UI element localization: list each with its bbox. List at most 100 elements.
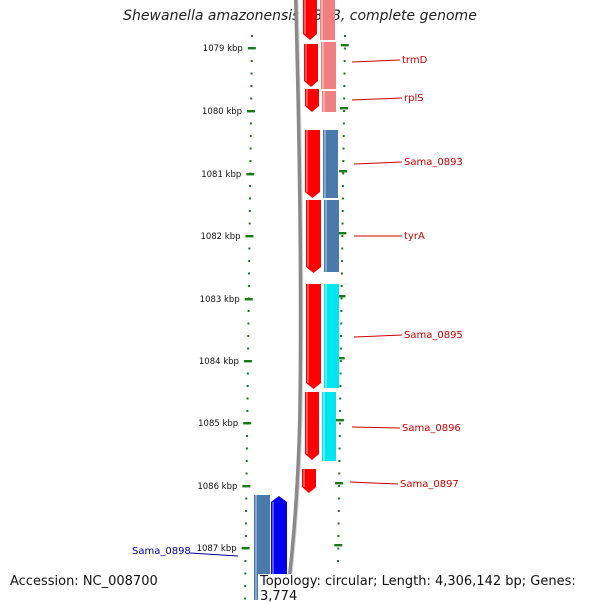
genome-summary: Topology: circular; Length: 4,306,142 bp…: [258, 574, 600, 604]
dotted-scale-row-left: [245, 447, 248, 450]
gene-label-tyrA[interactable]: tyrA: [404, 231, 425, 242]
feature-highlight: [324, 130, 326, 198]
gene-arrow-sama-0897[interactable]: [302, 469, 316, 493]
dotted-scale-row-left: [249, 160, 252, 162]
gene-label-sama-0898[interactable]: Sama_0898: [132, 546, 191, 557]
dotted-scale-row-right: [340, 310, 343, 312]
gene-label-trmD[interactable]: trmD: [402, 55, 428, 66]
map-title: Shewanella amazonensis SB2B, complete ge…: [123, 8, 477, 24]
dotted-scale-row-left: [248, 247, 251, 250]
gene-label-sama-0895[interactable]: Sama_0895: [404, 330, 463, 341]
cds-bar-sama-0898[interactable]: [254, 495, 270, 600]
scale-tick-label: 1079 kbp: [203, 44, 243, 54]
scale-tick-left: [247, 47, 256, 50]
dotted-scale-row-right: [339, 410, 342, 412]
cds-bar-sama-0895[interactable]: [324, 284, 339, 388]
scale-tick-label: 1084 kbp: [199, 357, 239, 367]
accession-text: Accession: NC_008700: [8, 574, 160, 589]
scale-tick-right: [335, 482, 344, 485]
dotted-scale-row-right: [343, 110, 346, 112]
dotted-scale-row-right: [339, 360, 342, 362]
gene-leader-line: [351, 426, 401, 429]
dotted-scale-row-left: [249, 122, 252, 125]
dotted-scale-row-left: [248, 210, 251, 212]
cds-bar-sama-0896[interactable]: [322, 392, 336, 461]
dotted-scale-row-right: [344, 35, 346, 37]
gene-arrow-trmD[interactable]: [303, 0, 317, 40]
scale-tick-label: 1085 kbp: [198, 419, 238, 429]
dotted-scale-row-left: [245, 472, 248, 475]
scale-tick-right: [334, 544, 343, 547]
scale-tick-right: [339, 107, 348, 110]
dotted-scale-row-right: [339, 397, 342, 400]
feature-highlight: [325, 284, 327, 388]
dotted-scale-row-right: [341, 235, 344, 237]
feature-highlight: [307, 284, 309, 383]
dotted-scale-row-right: [342, 122, 345, 125]
dotted-scale-row-right: [337, 535, 340, 537]
gene-arrow-sama-0893[interactable]: [305, 130, 320, 198]
gene-arrow-tyrA[interactable]: [306, 200, 321, 273]
dotted-scale-row-right: [338, 485, 341, 487]
cds-bar-trmD[interactable]: [320, 0, 335, 40]
gene-leader-line: [189, 552, 239, 557]
dotted-scale-row-right: [341, 197, 344, 200]
scale-tick-right: [336, 357, 345, 360]
dotted-scale-row-right: [337, 522, 340, 525]
gene-leader-line: [349, 481, 399, 485]
scale-tick-right: [338, 232, 347, 235]
dotted-scale-row-left: [249, 147, 252, 150]
dotted-scale-row-right: [341, 260, 344, 262]
dotted-scale-row-right: [338, 472, 341, 475]
dotted-scale-row-left: [247, 335, 250, 337]
dotted-scale-row-left: [244, 560, 247, 562]
dotted-scale-row-right: [337, 497, 340, 500]
feature-highlight: [303, 469, 305, 487]
scale-tick-label: 1081 kbp: [201, 170, 241, 180]
dotted-scale-row-left: [250, 60, 253, 62]
feature-highlight: [255, 495, 257, 600]
dotted-scale-row-left: [244, 585, 247, 587]
gene-arrow-sama-0896[interactable]: [305, 392, 319, 460]
scale-tick-left: [244, 298, 253, 301]
dotted-scale-row-right: [338, 422, 341, 425]
gene-arrow-rplS[interactable]: [305, 89, 319, 112]
dotted-scale-row-left: [250, 72, 253, 75]
feature-highlight: [321, 0, 323, 40]
scale-tick-label: 1080 kbp: [202, 107, 242, 117]
gene-label-sama-0893[interactable]: Sama_0893: [404, 157, 463, 168]
dotted-scale-row-right: [340, 272, 343, 275]
cds-bar-rplS[interactable]: [322, 91, 336, 112]
dotted-scale-row-right: [343, 85, 346, 87]
cds-bar-tyrA[interactable]: [324, 200, 339, 272]
feature-highlight: [306, 392, 308, 454]
dotted-scale-row-right: [340, 297, 343, 300]
cds-bar-trmD-part[interactable]: [321, 42, 336, 89]
gene-label-sama-0896[interactable]: Sama_0896: [402, 423, 461, 434]
dotted-scale-row-left: [246, 385, 249, 387]
dotted-scale-row-right: [342, 135, 345, 137]
scale-tick-left: [242, 485, 251, 488]
dotted-scale-row-left: [248, 260, 251, 262]
scale-tick-left: [245, 235, 254, 238]
scale-tick-left: [243, 360, 252, 363]
dotted-scale-row-right: [341, 210, 344, 212]
feature-highlight: [307, 200, 309, 267]
dotted-scale-row-right: [340, 322, 343, 325]
gene-label-sama-0897[interactable]: Sama_0897: [400, 479, 459, 490]
dotted-scale-row-left: [248, 272, 251, 275]
scale-tick-right: [337, 295, 346, 298]
dotted-scale-row-left: [244, 535, 247, 537]
dotted-scale-row-left: [250, 97, 253, 100]
scale-tick-label: 1087 kbp: [197, 544, 237, 554]
dotted-scale-row-left: [248, 197, 251, 200]
scale-tick-left: [241, 547, 250, 550]
gene-arrow-trmD-part[interactable]: [304, 44, 318, 87]
dotted-scale-row-left: [244, 522, 247, 525]
dotted-scale-row-left: [251, 35, 253, 37]
dotted-scale-row-left: [247, 285, 250, 287]
cds-bar-sama-0893[interactable]: [323, 130, 338, 198]
gene-label-rplS[interactable]: rplS: [404, 93, 424, 104]
gene-arrow-sama-0895[interactable]: [306, 284, 321, 389]
